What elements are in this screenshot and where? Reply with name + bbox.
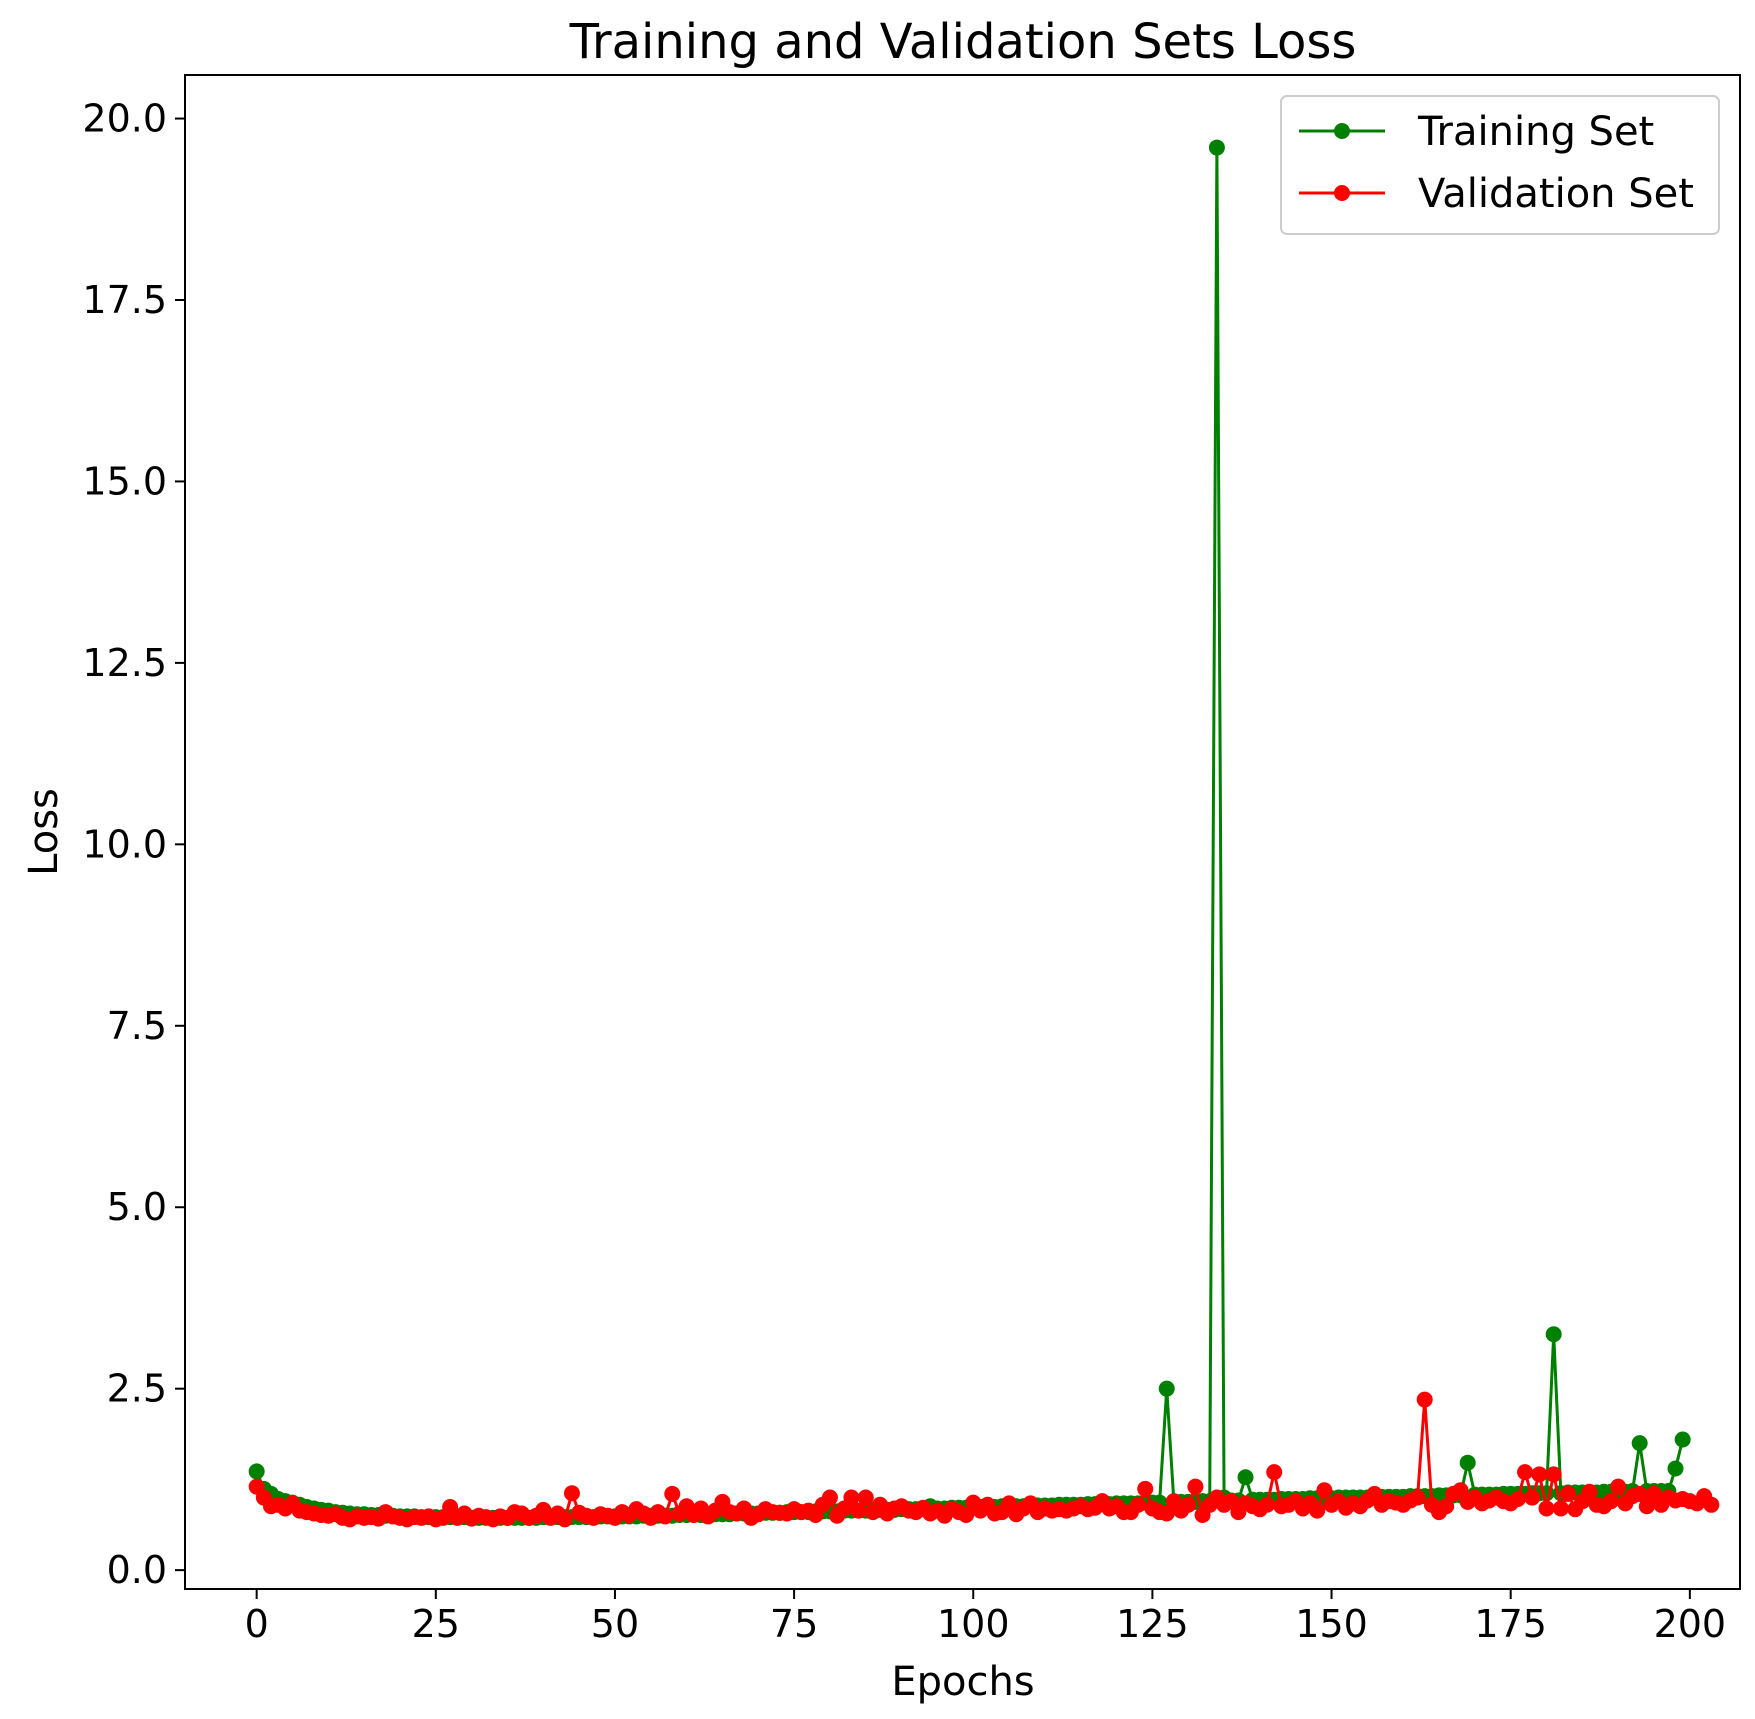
y-tick-label: 12.5 [82, 641, 167, 685]
data-point [1208, 139, 1225, 156]
data-point [1631, 1485, 1648, 1502]
data-point [1674, 1431, 1691, 1448]
data-point [1581, 1483, 1598, 1500]
data-point [1409, 1489, 1426, 1506]
data-point [1158, 1505, 1175, 1522]
data-point [1545, 1326, 1562, 1343]
data-point [850, 1502, 867, 1519]
data-point [1552, 1500, 1569, 1517]
legend-label: Validation Set [1418, 171, 1694, 217]
data-point [1703, 1496, 1720, 1513]
data-point [1316, 1482, 1333, 1499]
data-point [1524, 1489, 1541, 1506]
data-point [1266, 1464, 1283, 1481]
y-tick-label: 20.0 [82, 97, 167, 141]
data-point [1560, 1485, 1577, 1502]
series-validation [248, 1391, 1720, 1528]
data-point [843, 1489, 860, 1506]
y-tick-label: 7.5 [107, 1004, 167, 1048]
data-point [1438, 1498, 1455, 1515]
x-tick-label: 0 [245, 1602, 269, 1646]
y-axis-label: Loss [21, 788, 67, 876]
data-point [1180, 1496, 1197, 1513]
data-point [1452, 1482, 1469, 1499]
data-point [1459, 1454, 1476, 1471]
y-tick-label: 17.5 [82, 278, 167, 322]
data-point [664, 1485, 681, 1502]
x-tick-label: 75 [770, 1602, 818, 1646]
data-point [556, 1511, 573, 1528]
plot-layer [248, 139, 1720, 1528]
data-point [1187, 1478, 1204, 1495]
data-point [1509, 1491, 1526, 1507]
y-tick-label: 0.0 [107, 1548, 167, 1592]
data-point [1309, 1502, 1326, 1519]
data-point [248, 1463, 265, 1480]
x-tick-label: 50 [591, 1602, 639, 1646]
data-point [563, 1485, 580, 1502]
legend-marker [1334, 123, 1350, 139]
data-point [1545, 1466, 1562, 1483]
data-point [1237, 1469, 1254, 1486]
data-point [1631, 1435, 1648, 1452]
data-point [1158, 1380, 1175, 1397]
data-point [657, 1508, 674, 1525]
data-point [1416, 1391, 1433, 1408]
y-tick-label: 5.0 [107, 1185, 167, 1229]
y-tick-label: 15.0 [82, 459, 167, 503]
data-point [1259, 1496, 1276, 1513]
data-point [1603, 1493, 1620, 1510]
data-point [821, 1489, 838, 1506]
x-tick-label: 150 [1295, 1602, 1368, 1646]
x-tick-label: 125 [1116, 1602, 1189, 1646]
legend-marker [1334, 185, 1350, 201]
x-tick-label: 100 [937, 1602, 1010, 1646]
x-tick-label: 200 [1654, 1602, 1727, 1646]
x-axis-label: Epochs [891, 1659, 1034, 1705]
x-tick-label: 175 [1474, 1602, 1547, 1646]
legend-label: Training Set [1417, 109, 1654, 155]
data-point [1531, 1466, 1548, 1483]
plot-frame [184, 74, 1741, 1590]
legend-items: Training Set Validation Set [1299, 109, 1694, 217]
y-tick-label: 2.5 [107, 1367, 167, 1411]
x-tick-label: 25 [412, 1602, 460, 1646]
data-point [857, 1489, 874, 1506]
x-axis: 0 25 50 75 100 125 150 175 200 [245, 1589, 1727, 1646]
chart-title: Training and Validation Sets Loss [569, 14, 1357, 70]
data-point [958, 1506, 975, 1523]
data-point [1130, 1496, 1147, 1513]
data-point [1638, 1498, 1655, 1515]
legend-box [1280, 95, 1720, 235]
data-point [1610, 1478, 1627, 1495]
data-point [1538, 1500, 1555, 1517]
data-point [1137, 1480, 1154, 1497]
data-point [1517, 1464, 1534, 1481]
data-point [1667, 1460, 1684, 1477]
y-axis: 0.0 2.5 5.0 7.5 10.0 12.5 15.0 17.5 20.0 [82, 97, 185, 1592]
legend: Training Set Validation Set [1280, 95, 1720, 235]
y-tick-label: 10.0 [82, 822, 167, 866]
